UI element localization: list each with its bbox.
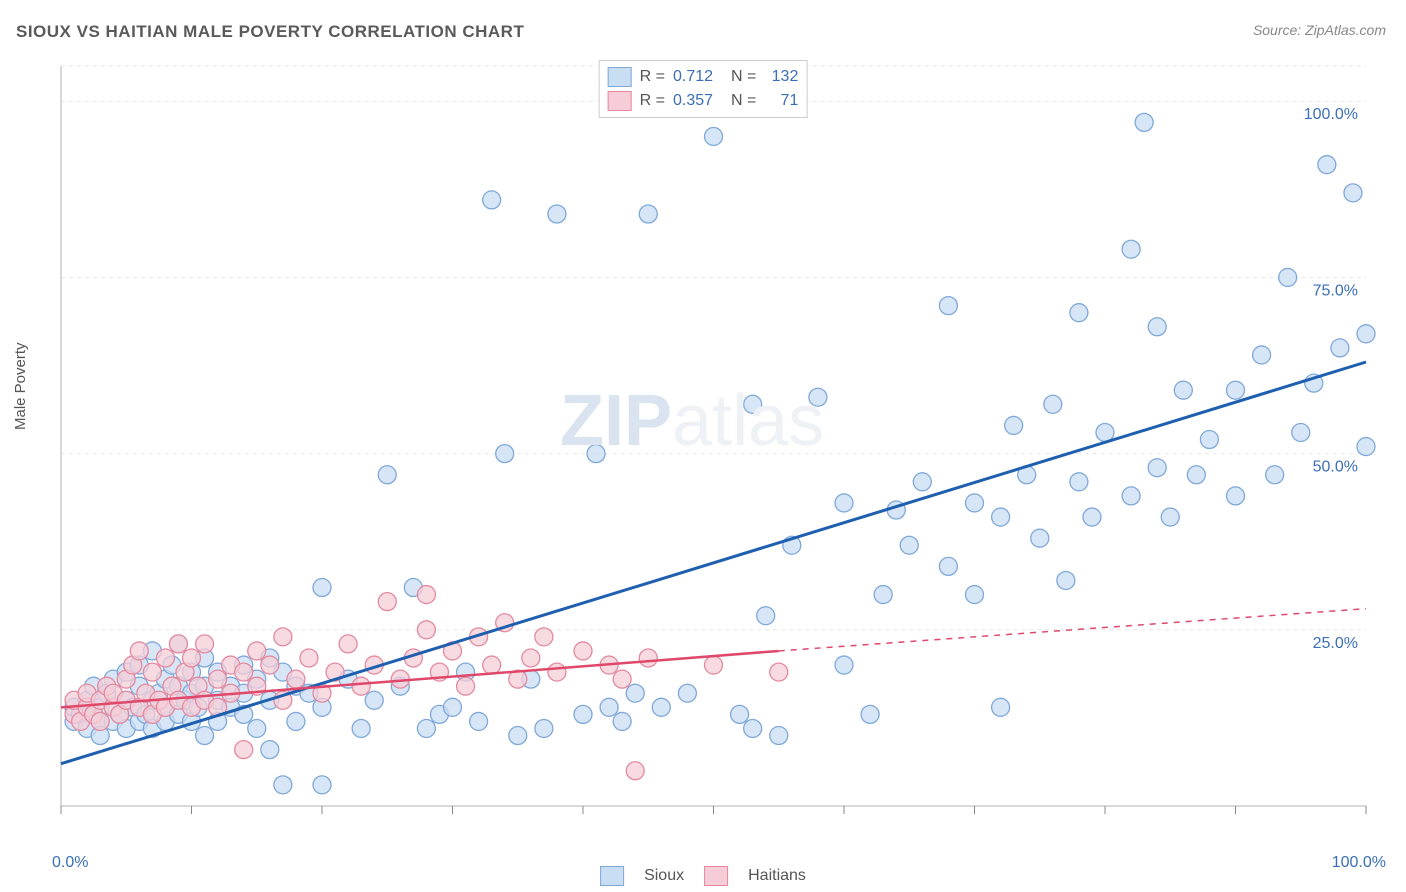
sioux-n-value: 132 <box>764 68 798 86</box>
correlation-scatter-chart: 25.0% 50.0% 75.0% 100.0% <box>56 56 1386 836</box>
sioux-swatch <box>608 67 632 87</box>
haitians-n-value: 71 <box>764 92 798 110</box>
svg-text:25.0%: 25.0% <box>1313 635 1358 652</box>
correlation-legend: R = 0.712 N = 132 R = 0.357 N = 71 <box>599 60 808 118</box>
sioux-r-value: 0.712 <box>673 68 723 86</box>
legend-row-sioux: R = 0.712 N = 132 <box>608 65 799 89</box>
chart-title: SIOUX VS HAITIAN MALE POVERTY CORRELATIO… <box>16 22 524 42</box>
haitians-swatch <box>608 91 632 111</box>
svg-text:100.0%: 100.0% <box>1304 106 1358 123</box>
haitians-r-value: 0.357 <box>673 92 723 110</box>
sioux-label: Sioux <box>644 867 684 885</box>
haitians-swatch-bottom <box>704 866 728 886</box>
sioux-swatch-bottom <box>600 866 624 886</box>
svg-text:75.0%: 75.0% <box>1313 282 1358 299</box>
y-axis-label: Male Poverty <box>12 342 29 430</box>
svg-text:50.0%: 50.0% <box>1313 459 1358 476</box>
x-axis-min-label: 0.0% <box>52 854 88 872</box>
haitians-label: Haitians <box>748 867 806 885</box>
x-axis-max-label: 100.0% <box>1332 854 1386 872</box>
legend-row-haitians: R = 0.357 N = 71 <box>608 89 799 113</box>
series-legend: Sioux Haitians <box>600 866 806 886</box>
source-attribution: Source: ZipAtlas.com <box>1253 22 1386 38</box>
